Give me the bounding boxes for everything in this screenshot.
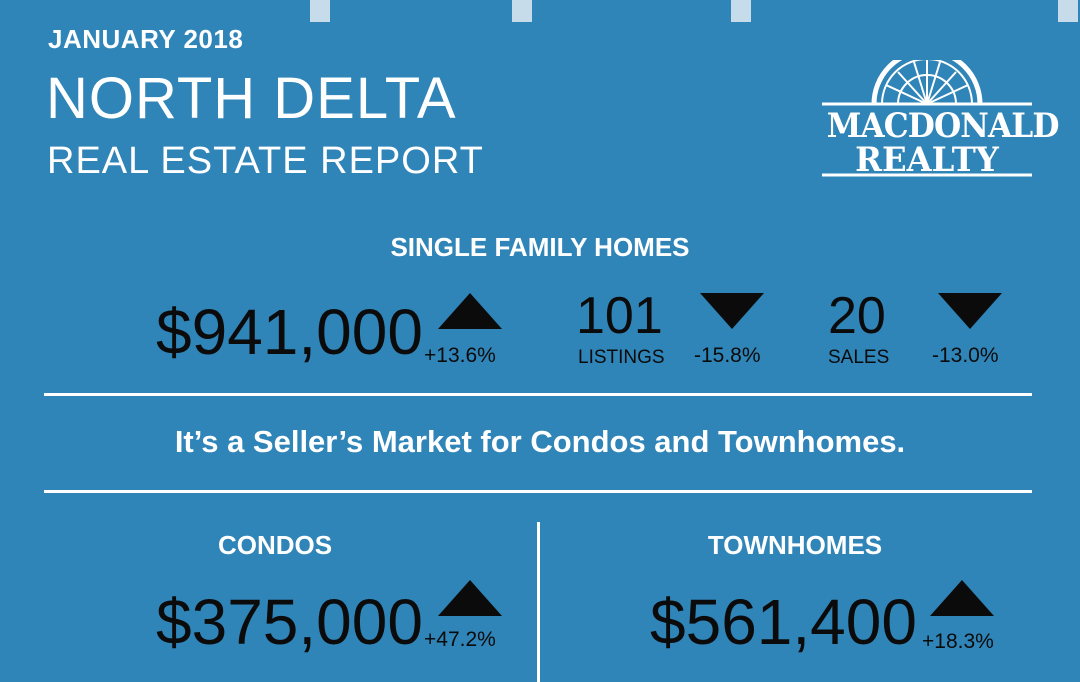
triangle-up-icon <box>930 580 994 616</box>
report-subtitle: REAL ESTATE REPORT <box>47 140 484 182</box>
single-family-price-change: +13.6% <box>424 344 496 367</box>
single-family-title: SINGLE FAMILY HOMES <box>390 232 690 262</box>
townhomes-price-change: +18.3% <box>922 630 994 653</box>
single-family-sales-change: -13.0% <box>932 344 999 367</box>
top-tick <box>731 0 751 22</box>
logo-text-realty: REALTY <box>855 140 999 180</box>
single-family-sales-label: SALES <box>828 347 890 368</box>
top-tick <box>310 0 330 22</box>
townhomes-price: $561,400 <box>650 586 917 658</box>
triangle-down-icon <box>938 293 1002 329</box>
condos-title: CONDOS <box>217 530 333 560</box>
column-divider <box>537 522 540 682</box>
single-family-listings-change: -15.8% <box>694 344 761 367</box>
condos-price-change: +47.2% <box>424 628 496 651</box>
triangle-up-icon <box>438 293 502 329</box>
market-statement: It’s a Seller’s Market for Condos and To… <box>174 424 906 459</box>
divider <box>44 393 1032 396</box>
single-family-price: $941,000 <box>156 296 423 368</box>
top-tick <box>512 0 532 22</box>
report-city: NORTH DELTA <box>46 66 457 131</box>
triangle-down-icon <box>700 293 764 329</box>
macdonald-realty-logo: MACDONALD REALTY <box>818 48 1060 180</box>
condos-price: $375,000 <box>156 586 423 658</box>
logo-fan-icon <box>822 48 1032 177</box>
single-family-listings-label: LISTINGS <box>578 347 665 368</box>
logo-text-macdonald: MACDONALD <box>826 106 1060 146</box>
top-tick <box>1058 0 1078 22</box>
single-family-sales-value: 20 <box>828 287 886 345</box>
triangle-up-icon <box>438 580 502 616</box>
townhomes-title: TOWNHOMES <box>707 530 883 560</box>
divider <box>44 490 1032 493</box>
single-family-listings-value: 101 <box>576 287 663 345</box>
report-date: JANUARY 2018 <box>48 24 244 54</box>
